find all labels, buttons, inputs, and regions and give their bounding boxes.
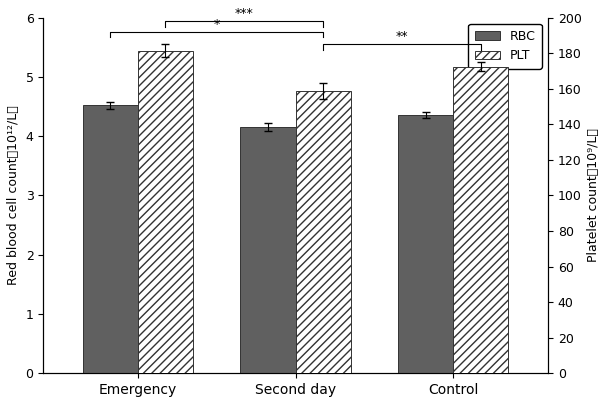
- Bar: [240, 127, 296, 373]
- Legend: RBC, PLT: RBC, PLT: [468, 24, 541, 69]
- Bar: [453, 67, 509, 373]
- Y-axis label: Platelet count（10⁹/L）: Platelet count（10⁹/L）: [587, 128, 600, 263]
- Y-axis label: Red blood cell count（10¹²/L）: Red blood cell count（10¹²/L）: [7, 105, 20, 285]
- Text: *: *: [214, 18, 220, 31]
- Bar: [296, 90, 351, 373]
- Text: **: **: [396, 30, 409, 43]
- Text: ***: ***: [235, 7, 254, 20]
- Bar: [83, 105, 138, 373]
- Bar: [398, 116, 453, 373]
- Bar: [138, 50, 193, 373]
